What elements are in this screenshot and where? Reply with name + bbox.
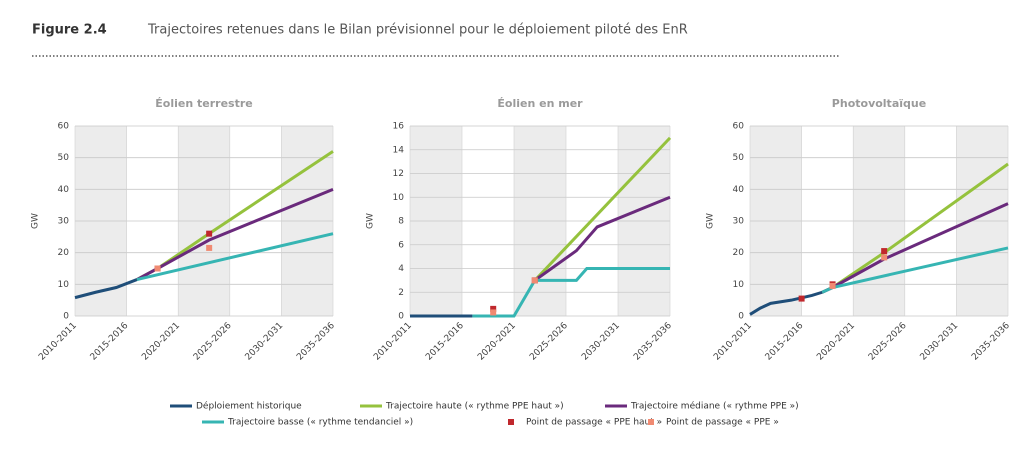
y-tick-label: 6 <box>398 240 404 250</box>
line <box>749 290 823 316</box>
x-tick-label: 2010-2011 <box>372 321 414 363</box>
marker <box>154 265 161 272</box>
y-axis-label: GW <box>366 213 376 229</box>
y-axis-label: GW <box>706 213 716 229</box>
x-tick-label: 2025-2026 <box>528 321 570 363</box>
x-tick-label: 2020-2021 <box>140 321 182 363</box>
legend-label: Trajectoire haute (« rythme PPE haut ») <box>385 402 564 412</box>
y-tick-label: 50 <box>733 153 745 163</box>
line <box>136 232 334 282</box>
marker <box>881 254 888 261</box>
y-tick-label: 2 <box>398 288 404 298</box>
line <box>472 267 670 318</box>
x-tick-label: 2015-2016 <box>424 321 466 363</box>
x-tick-label: 2035-2036 <box>632 321 674 363</box>
y-tick-label: 4 <box>398 264 404 274</box>
y-tick-label: 20 <box>58 248 70 258</box>
figure-title: Trajectoires retenues dans le Bilan prév… <box>147 23 688 38</box>
legend-label: Trajectoire basse (« rythme tendanciel »… <box>227 418 413 428</box>
y-tick-label: 16 <box>393 122 405 132</box>
y-tick-label: 40 <box>733 185 745 195</box>
y-tick-label: 14 <box>393 145 405 155</box>
y-tick-label: 60 <box>733 122 745 132</box>
figure-number: Figure 2.4 <box>32 23 107 38</box>
marker <box>881 248 888 255</box>
x-tick-label: 2030-2031 <box>244 321 286 363</box>
y-tick-label: 12 <box>393 169 404 179</box>
chart-title: Éolien terrestre <box>155 97 252 110</box>
line <box>533 195 671 282</box>
marker <box>206 244 213 251</box>
legend-label: Trajectoire médiane (« rythme PPE ») <box>630 401 799 412</box>
y-tick-label: 60 <box>58 122 70 132</box>
y-tick-label: 10 <box>58 280 70 290</box>
y-tick-label: 20 <box>733 248 745 258</box>
x-tick-label: 2015-2016 <box>764 321 806 363</box>
legend-label: Déploiement historique <box>196 401 302 412</box>
marker <box>490 309 497 316</box>
x-tick-label: 2010-2011 <box>37 321 79 363</box>
x-tick-label: 2025-2026 <box>192 321 234 363</box>
y-tick-label: 50 <box>58 153 70 163</box>
chart-title: Éolien en mer <box>497 97 583 110</box>
y-tick-label: 0 <box>738 312 744 322</box>
y-tick-label: 40 <box>58 185 70 195</box>
y-tick-label: 30 <box>733 217 745 227</box>
line <box>74 278 138 300</box>
x-tick-label: 2025-2026 <box>867 321 909 363</box>
x-tick-label: 2015-2016 <box>89 321 131 363</box>
line <box>136 187 334 281</box>
marker <box>829 282 836 289</box>
y-tick-label: 0 <box>63 312 69 322</box>
marker <box>531 277 538 284</box>
chart-title: Photovoltaïque <box>832 97 926 110</box>
legend-label: Point de passage « PPE haut » <box>526 418 662 428</box>
x-tick-label: 2035-2036 <box>295 321 337 363</box>
y-tick-label: 0 <box>398 312 404 322</box>
x-tick-label: 2020-2021 <box>476 321 518 363</box>
y-tick-label: 10 <box>733 280 745 290</box>
x-tick-label: 2010-2011 <box>712 321 754 363</box>
marker <box>798 295 805 302</box>
y-tick-label: 8 <box>398 217 404 227</box>
legend-swatch <box>508 419 514 425</box>
x-tick-label: 2030-2031 <box>919 321 961 363</box>
marker <box>206 230 213 237</box>
y-tick-label: 30 <box>58 217 70 227</box>
legend-swatch <box>648 419 654 425</box>
legend-label: Point de passage « PPE » <box>666 418 779 428</box>
x-tick-label: 2035-2036 <box>970 321 1012 363</box>
marker <box>490 305 497 312</box>
y-axis-label: GW <box>31 213 41 229</box>
y-tick-label: 10 <box>393 193 405 203</box>
x-tick-label: 2020-2021 <box>815 321 857 363</box>
line <box>533 136 672 282</box>
x-tick-label: 2030-2031 <box>580 321 622 363</box>
